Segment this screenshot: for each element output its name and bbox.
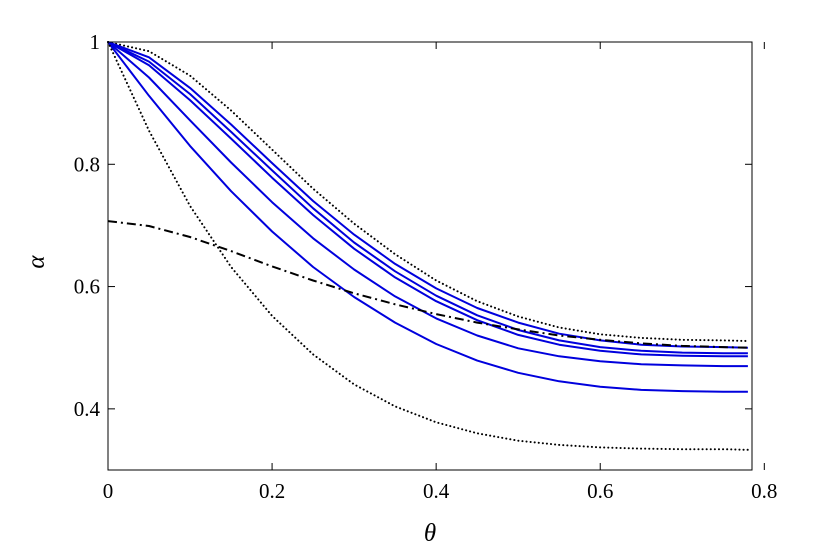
y-tick-label: 0.8 [74,152,100,176]
series-line-2 [107,41,748,349]
x-tick-label: 0.2 [259,479,285,503]
series-line-5 [107,41,748,368]
series-line-1 [107,41,749,342]
y-axis-label: α [23,255,50,269]
x-tick-label: 0.6 [587,479,613,503]
series-line-4 [107,41,748,358]
x-axis-label: θ [424,520,436,547]
axis-ticks [107,41,765,470]
series-line-6 [107,41,748,393]
x-tick-labels: 0 0.2 0.4 0.6 0.8 [103,479,778,503]
plot-area [108,42,752,470]
y-tick-label: 1 [90,30,101,54]
y-tick-label: 0.6 [74,275,100,299]
y-tick-label: 0.4 [74,397,101,421]
x-tick-label: 0 [103,479,114,503]
series-line-3 [107,41,748,355]
x-tick-label: 0.8 [751,479,777,503]
series-layer [107,41,749,451]
x-tick-label: 0.4 [423,479,450,503]
y-tick-labels: 0.4 0.6 0.8 1 [74,30,101,421]
plot-frame [107,41,753,471]
